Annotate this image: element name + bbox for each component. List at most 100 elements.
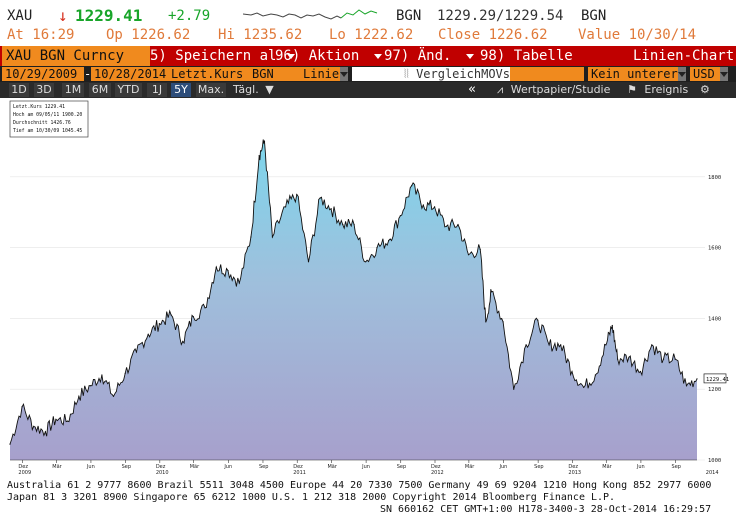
chevron-down-icon [720,72,728,77]
change-menu[interactable]: 97) Änd. [384,46,474,66]
data-point [485,321,487,323]
data-point [271,236,273,238]
expand-toggle[interactable]: « [468,82,476,97]
data-point [525,344,527,346]
chevron-down-icon [340,72,348,77]
chart-type-label[interactable]: Linien-Chart [633,48,735,64]
security-field[interactable]: XAU BGN Curncy [2,46,150,66]
data-point [365,261,367,263]
x-month-label: Mär [465,464,475,470]
table-menu[interactable]: 98) Tabelle [480,46,590,66]
data-point [44,431,47,433]
data-point [215,266,217,268]
field-select[interactable]: Letzt.Kurs [168,67,250,81]
stat-time: At 16:29 [7,27,75,43]
data-point [594,374,597,376]
data-point [388,239,390,242]
data-point [628,356,630,358]
x-year-label: 2010 [156,470,169,476]
data-point [571,370,573,373]
data-point [353,224,355,226]
net-change: +2.79 [168,8,211,24]
x-month-label: Dez [293,464,303,470]
period-3d[interactable]: 3D [34,83,54,97]
action-menu[interactable]: 96) Aktion [275,46,382,66]
legend-high: Hoch am 09/05/11 1900.20 [13,112,82,118]
y-tick-label: 1400 [708,316,721,322]
data-point [583,386,585,388]
x-month-label: Sep [672,464,681,470]
price-source: BGN [581,8,607,24]
data-point [342,224,344,226]
x-month-label: Jun [223,464,232,470]
compare-icon: ⦚⦚ [403,67,417,81]
data-point [479,248,481,250]
x-year-label: 2009 [18,470,31,476]
start-date-input[interactable]: 10/29/2009 [2,67,84,81]
bid-ask-source: BGN [396,8,422,24]
x-month-label: Jun [636,464,645,470]
source-select[interactable]: BGN [249,67,301,81]
x-year-label: 2011 [293,470,306,476]
data-point [502,321,504,323]
events-button[interactable]: ⚑ Ereignis [627,83,693,97]
period-5y[interactable]: 5Y [171,83,191,97]
chevron-down-icon [678,72,686,77]
legend-last: Letzt.Kurs 1229.41 [13,104,65,110]
x-year-label: 2013 [568,470,581,476]
lower-chart-dropdown[interactable] [678,67,686,81]
x-month-label: Jun [361,464,370,470]
frequency-select[interactable]: Tägl. ▼ [233,83,279,97]
data-point [170,314,172,316]
period-1m[interactable]: 1M [62,83,84,97]
stat-close: Close 1226.62 [438,27,548,43]
quote-stats: At 16:29 Op 1226.62 Hi 1235.62 Lo 1222.6… [0,26,736,44]
lower-chart-select[interactable]: Kein unterer C [588,67,682,81]
data-point [147,333,149,335]
y-tick-label: 1600 [708,246,721,252]
line-type-select[interactable]: Linie [300,67,340,81]
x-month-label: Mär [327,464,337,470]
data-point [605,344,607,346]
price-chart-svg: 1000 1200 1400 1600 1800 Dez Mär Jun Sep Dez Mär J… [9,100,729,476]
x-month-label: Sep [122,464,131,470]
period-6m[interactable]: 6M [89,83,111,97]
chart-line-icon: ⩘ [497,83,504,96]
period-1j[interactable]: 1J [147,83,167,97]
data-point [662,358,665,360]
frequency-label: Tägl. [233,83,259,96]
data-point [319,197,321,199]
currency-select[interactable]: USD [690,67,720,81]
footer-line-3: SN 660162 CET GMT+1:00 H178-3400-3 28-Oc… [380,504,712,515]
data-point [457,224,459,226]
x-month-label: Mär [602,464,612,470]
security-study-button[interactable]: ⩘ Wertpapier/Studie [497,83,617,97]
period-ytd[interactable]: YTD [115,83,142,97]
line-type-dropdown[interactable] [340,67,348,81]
x-month-label: Dez [156,464,166,470]
x-month-label: Sep [397,464,406,470]
period-1d[interactable]: 1D [9,83,29,97]
data-point [490,291,493,293]
end-date-input[interactable]: 10/28/2014 [91,67,169,81]
x-month-label: Mär [52,464,62,470]
data-point [651,344,653,346]
data-point [611,324,613,327]
data-point [90,385,92,387]
currency-dropdown[interactable] [720,67,728,81]
stat-high: Hi 1235.62 [218,27,303,43]
data-point [67,420,69,422]
gear-icon[interactable]: ⚙ [700,83,710,96]
data-point [696,378,698,380]
data-point [399,215,401,217]
data-point [21,406,23,408]
chevron-down-icon [373,53,382,59]
data-point [250,236,252,238]
period-max[interactable]: Max. [196,83,226,97]
compare-field[interactable]: ⦚⦚ VergleichMOVs [352,67,513,81]
price-chart[interactable]: 1000 1200 1400 1600 1800 Dez Mär Jun Sep Dez Mär J… [0,98,736,476]
data-point [135,351,138,353]
save-menu[interactable]: 5) Speichern al [150,46,295,66]
data-point [124,372,126,374]
legend-low: Tief am 10/30/09 1045.45 [13,128,82,134]
